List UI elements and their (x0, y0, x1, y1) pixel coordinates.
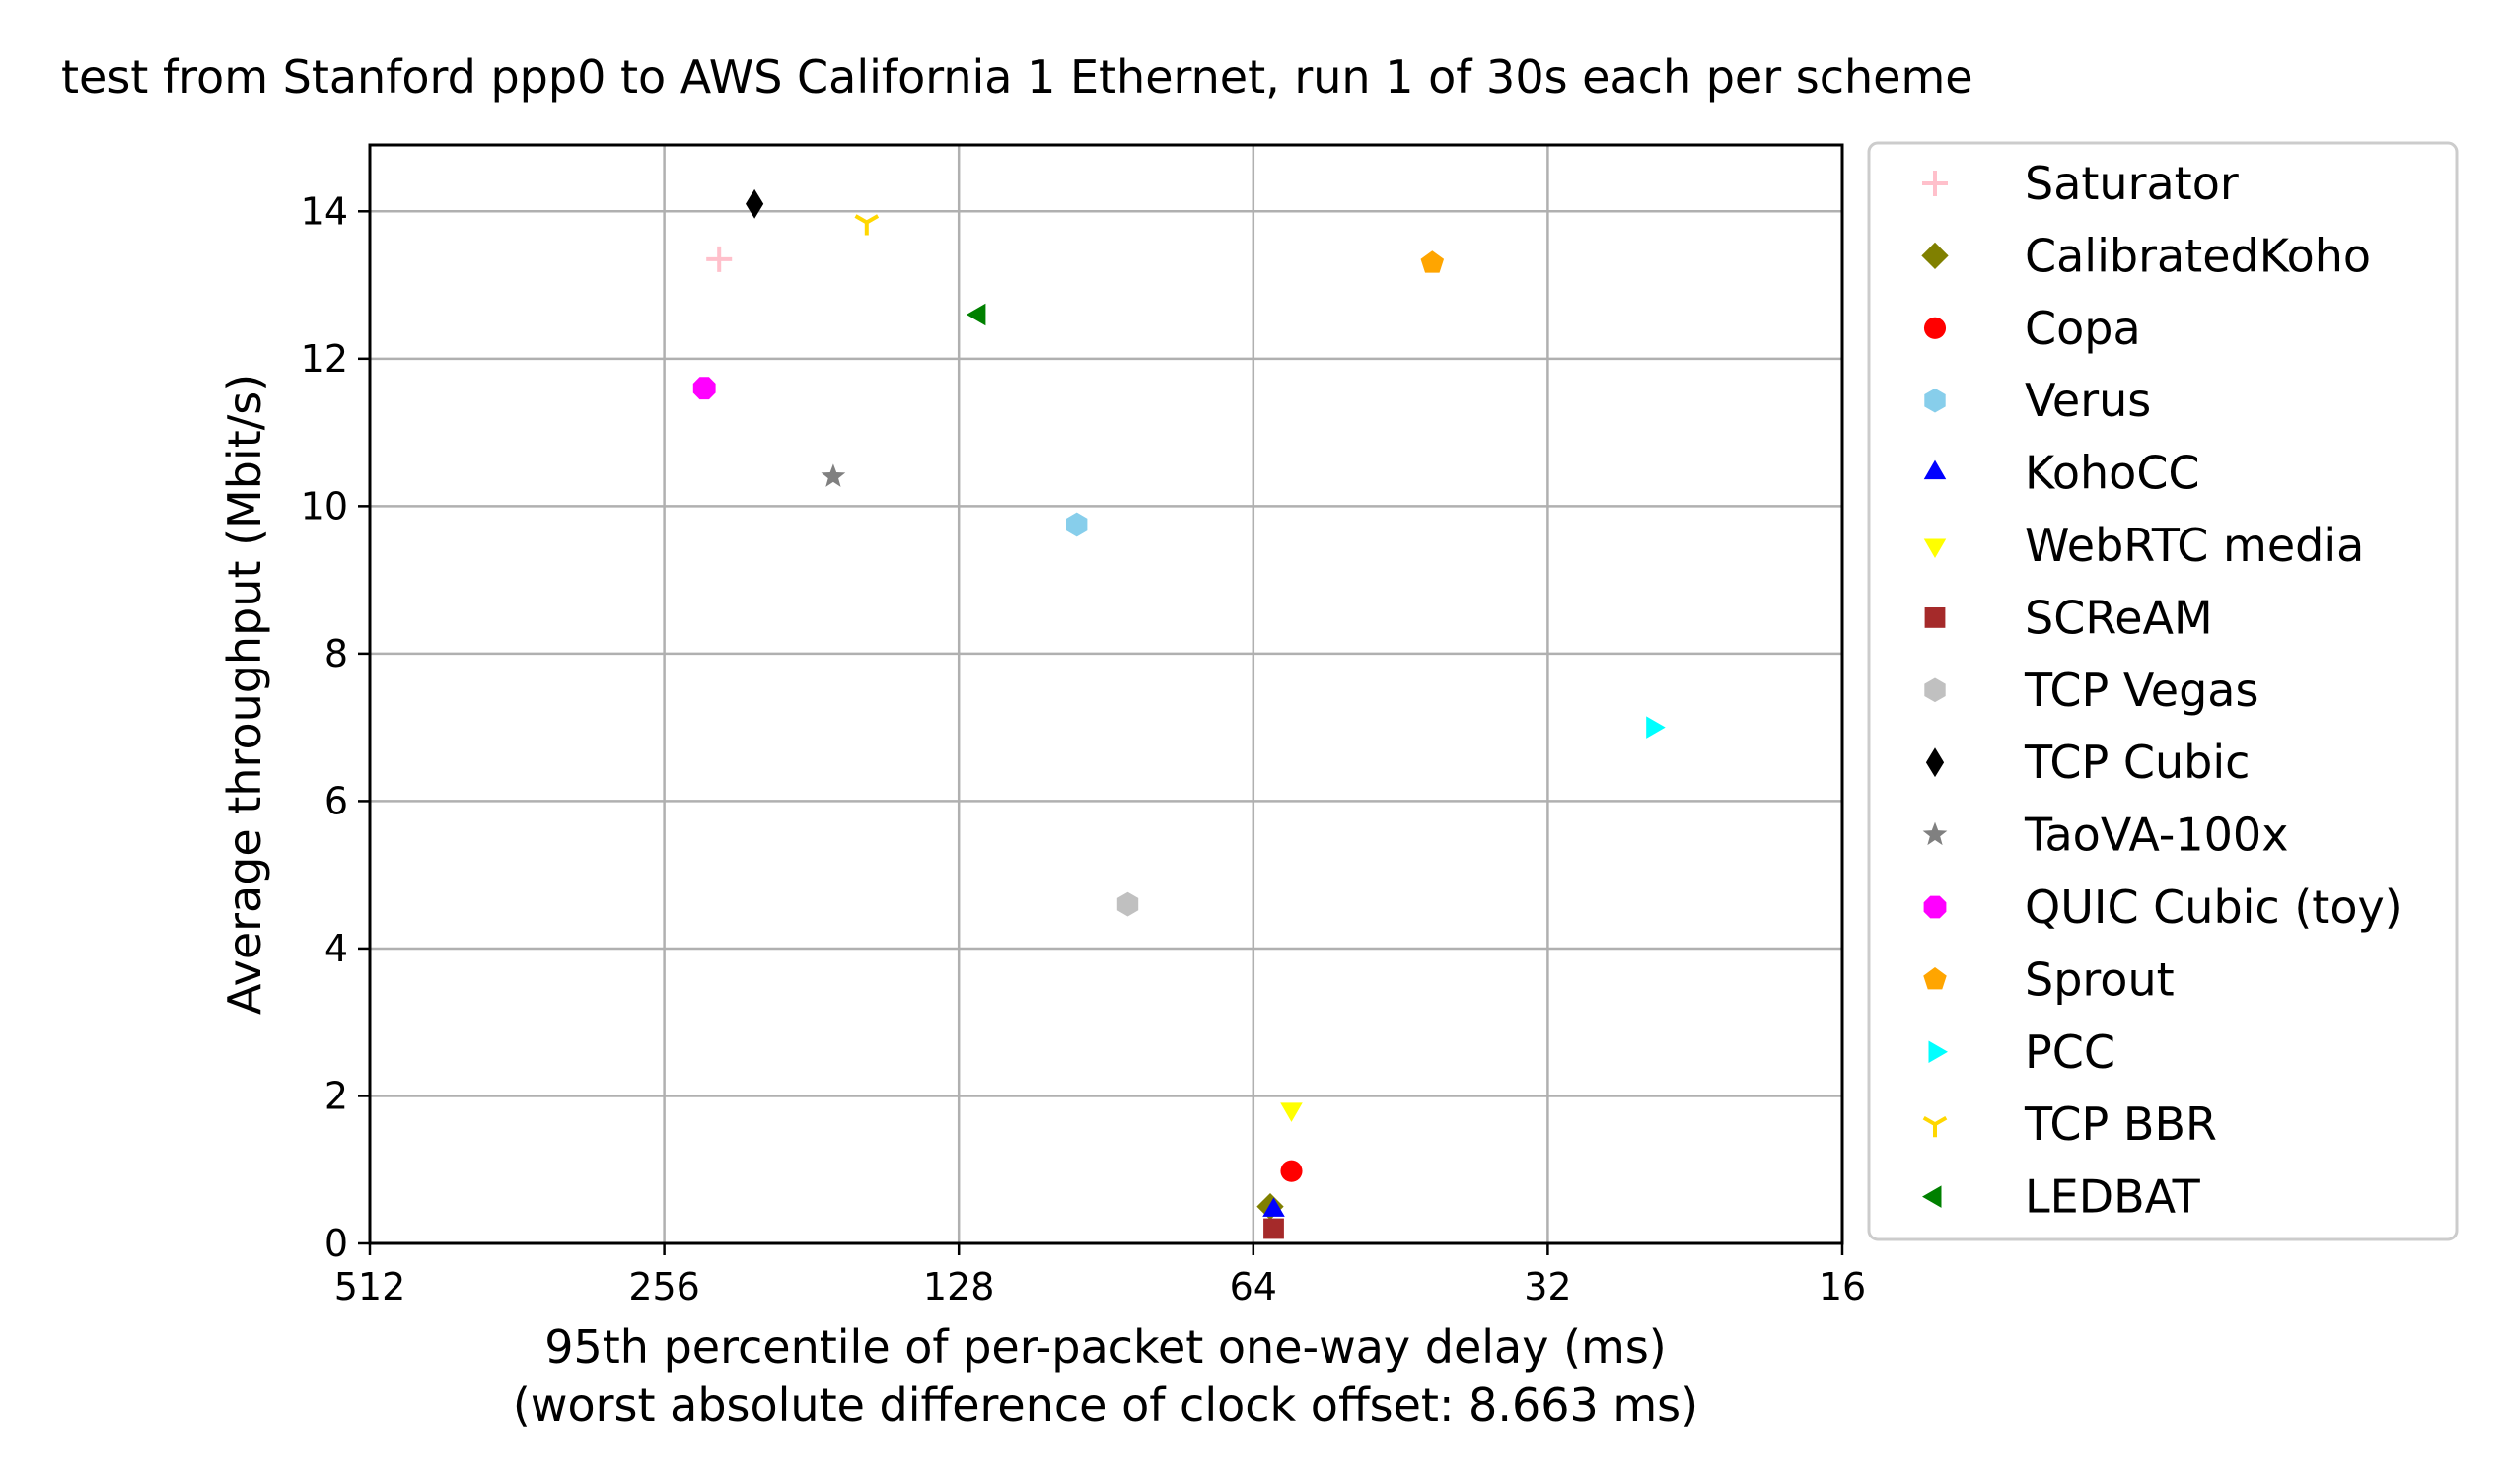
y-tick-label: 6 (324, 779, 348, 822)
point-tcp-bbr (854, 214, 880, 236)
x-tick-label: 16 (1819, 1265, 1866, 1308)
legend-label-tcp-bbr: TCP BBR (2024, 1097, 2217, 1151)
point-scream (1263, 1218, 1284, 1239)
legend-label-webrtc-media: WebRTC media (2025, 519, 2364, 572)
legend-label-pcc: PCC (2025, 1025, 2115, 1079)
legend-marker-sprout (1923, 967, 1947, 990)
point-webrtc-media (1280, 1102, 1303, 1122)
legend-label-tcp-vegas: TCP Vegas (2024, 664, 2258, 717)
point-taova-100x (821, 463, 846, 487)
legend-frame (1867, 141, 2459, 1241)
y-tick-label: 0 (324, 1222, 348, 1265)
x-tick-label: 64 (1230, 1265, 1277, 1308)
legend-label-sprout: Sprout (2025, 953, 2175, 1006)
legend-marker-ledbat (1922, 1185, 1942, 1208)
point-ledbat (966, 303, 986, 326)
point-tcp-cubic (746, 188, 764, 219)
legend-marker-pcc (1928, 1040, 1948, 1064)
point-kohocc (1262, 1197, 1285, 1217)
point-copa (1280, 1160, 1303, 1182)
legend-marker-kohocc (1923, 459, 1947, 480)
y-tick-label: 8 (324, 632, 348, 675)
y-tick-label: 4 (324, 927, 348, 970)
legend-marker-scream (1924, 607, 1946, 628)
legend-marker-webrtc-media (1923, 538, 1947, 558)
chart-title: test from Stanford ppp0 to AWS Californi… (61, 50, 1973, 104)
legend-label-taova-100x: TaoVA-100x (2024, 809, 2288, 862)
legend-marker-saturator (1922, 171, 1948, 196)
y-tick-label: 12 (301, 337, 348, 381)
legend-marker-verus (1924, 388, 1946, 413)
legend-marker-taova-100x (1922, 821, 1948, 846)
x-axis-label: 95th percentile of per-packet one-way de… (544, 1320, 1667, 1374)
legend-label-scream: SCReAM (2025, 591, 2213, 644)
plot-frame (368, 143, 1844, 1245)
legend-label-saturator: Saturator (2025, 157, 2239, 210)
y-tick-label: 2 (324, 1074, 348, 1117)
y-tick-label: 14 (301, 189, 348, 233)
legend-label-ledbat: LEDBAT (2025, 1170, 2201, 1224)
point-sprout (1420, 250, 1445, 273)
point-quic-cubic-toy (692, 377, 716, 400)
x-axis-label-secondary: (worst absolute difference of clock offs… (513, 1378, 1698, 1432)
legend-label-copa: Copa (2025, 302, 2141, 355)
axis-ticks: 512 256 128 64 32 16 0 2 4 6 8 10 12 14 (301, 189, 1867, 1308)
legend-label-verus: Verus (2025, 374, 2151, 427)
x-tick-label: 128 (923, 1265, 995, 1308)
legend-marker-tcp-vegas (1924, 677, 1946, 703)
point-tcp-vegas (1116, 891, 1139, 917)
legend-label-quic-cubic-toy: QUIC Cubic (toy) (2025, 881, 2402, 934)
legend-marker-quic-cubic-toy (1923, 895, 1947, 919)
point-pcc (1646, 716, 1666, 739)
legend-marker-copa (1923, 317, 1947, 339)
point-saturator (706, 246, 733, 272)
legend: Saturator CalibratedKoho Copa Verus KohoCC We… (1867, 141, 2459, 1241)
legend-marker-tcp-bbr (1922, 1115, 1948, 1138)
y-axis-label: Average throughput (Mbit/s) (218, 374, 271, 1015)
y-tick-label: 10 (301, 484, 348, 528)
x-tick-label: 32 (1524, 1265, 1571, 1308)
legend-label-calibratedkoho: CalibratedKoho (2025, 229, 2371, 282)
x-tick-label: 512 (334, 1265, 406, 1308)
legend-marker-calibratedkoho (1921, 242, 1949, 270)
legend-label-kohocc: KohoCC (2025, 447, 2200, 500)
grid (368, 145, 1844, 1245)
x-tick-label: 256 (628, 1265, 700, 1308)
legend-label-tcp-cubic: TCP Cubic (2024, 736, 2250, 789)
point-verus (1066, 512, 1088, 537)
data-points (692, 188, 1666, 1239)
